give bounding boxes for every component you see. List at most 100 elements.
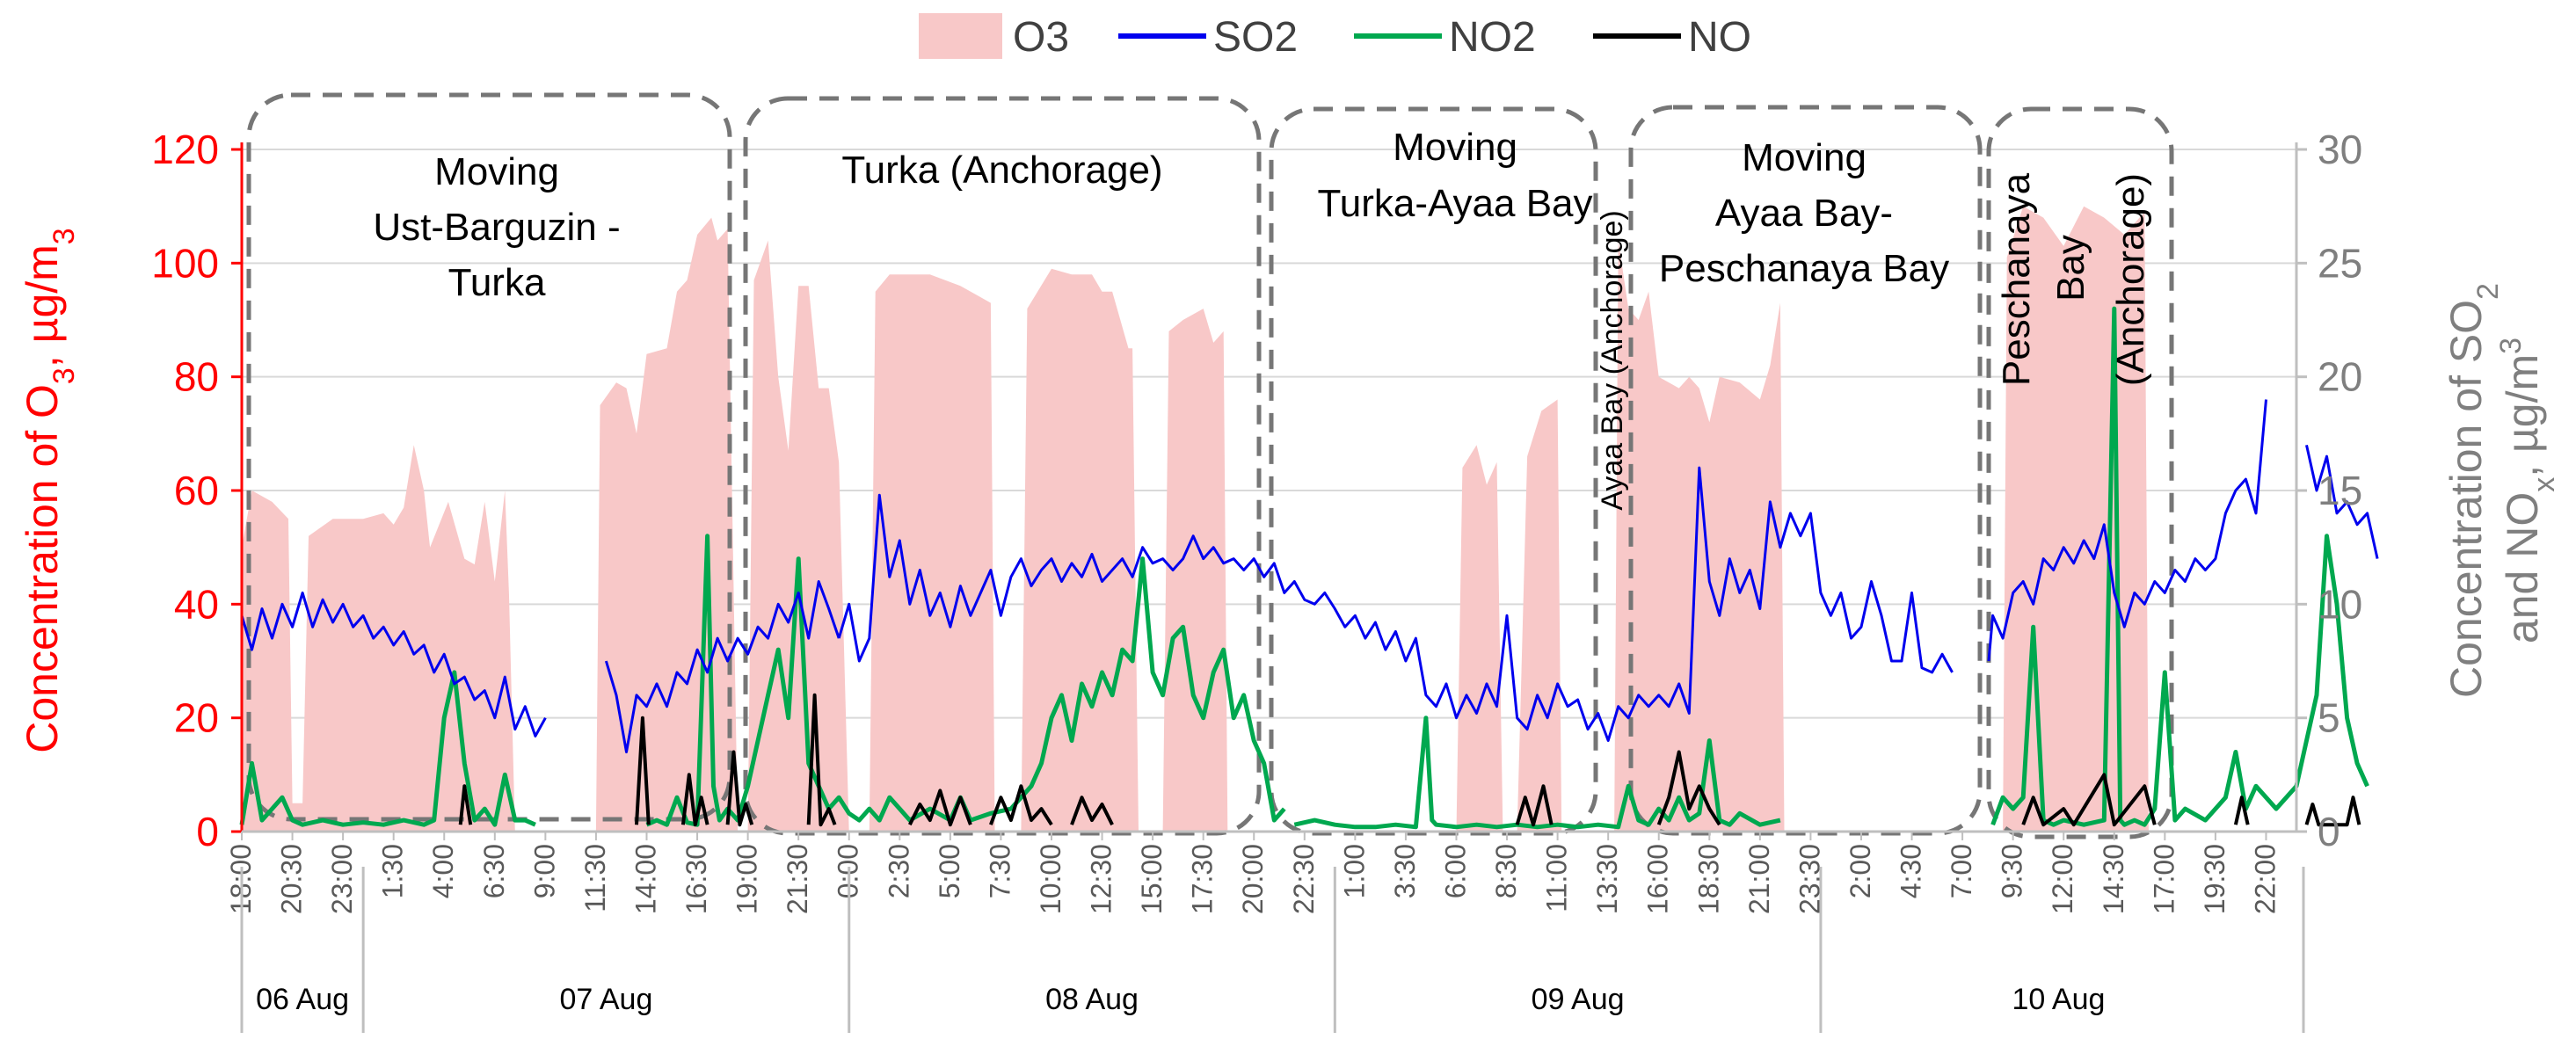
left-axis-title: Concentration of O3, µg/m3	[18, 228, 81, 752]
left-tick-label: 40	[174, 581, 219, 627]
no-line-segment	[725, 750, 754, 827]
annotation-box	[743, 96, 1262, 836]
no-line-segment	[2304, 796, 2361, 827]
left-axis-title-part: 3	[47, 228, 81, 244]
so2-line-segment	[837, 466, 1954, 742]
right-axis-title-part: 3	[2494, 338, 2528, 354]
left-tick-label: 0	[196, 809, 219, 854]
right-tick-label: 15	[2318, 468, 2362, 513]
annotation-label: Turka	[448, 261, 546, 304]
x-tick-label: 9:00	[528, 844, 560, 898]
annotation-label: Ayaa Bay (Anchorage)	[1596, 210, 1629, 510]
x-tick-label: 16:00	[1642, 844, 1674, 914]
x-tick-label: 11:00	[1541, 844, 1573, 912]
right-axis-title-part: Concentration of SO	[2441, 300, 2491, 698]
right-tick-label: 30	[2318, 127, 2362, 172]
annotation-label: Turka-Ayaa Bay	[1317, 182, 1592, 225]
so2-line-segment	[1987, 399, 2267, 662]
so2-line-segment	[604, 580, 840, 753]
legend-label-no: NO	[1688, 14, 1751, 61]
legend-label-so2: SO2	[1213, 14, 1298, 61]
legend: O3 SO2 NO2 NO	[919, 13, 1751, 61]
no2-line-segment	[1293, 716, 1781, 830]
x-tick-label: 20:00	[1237, 844, 1269, 914]
x-tick-label: 17:00	[2148, 844, 2179, 914]
x-tick-label: 6:30	[478, 844, 510, 898]
right-axis-title-part: 2	[2471, 283, 2505, 300]
x-tick-label: 16:30	[680, 844, 712, 914]
right-axis-title-line2: and NOx, µg/m3	[2494, 338, 2561, 643]
x-tick-label: 22:00	[2249, 844, 2281, 914]
x-tick-label: 1:00	[1338, 844, 1370, 898]
left-tick-label: 80	[174, 354, 219, 400]
left-tick-label: 100	[151, 240, 219, 286]
o3-area-segment	[747, 240, 1228, 832]
x-tick-label: 6:00	[1439, 844, 1471, 898]
x-tick-label: 10:00	[1035, 844, 1066, 914]
x-tick-label: 22:30	[1288, 844, 1320, 914]
line-series	[239, 306, 2379, 830]
annotation-labels: Moving Ust-Barguzin - Turka Turka (Anchorag…	[373, 126, 2152, 511]
x-tick-label: 7:00	[1946, 844, 1977, 898]
no-line-segment	[2021, 773, 2157, 827]
x-tick-label: 21:30	[782, 844, 813, 914]
day-label: 08 Aug	[1045, 983, 1139, 1016]
annotation-label: (Anchorage)	[2109, 173, 2152, 386]
annotation-label: Ayaa Bay-	[1715, 192, 1893, 235]
left-axis-title-part: Concentration of O	[18, 384, 67, 753]
x-tick-label: 23:00	[326, 844, 358, 914]
x-tick-label: 2:30	[883, 844, 914, 898]
no-line-segment	[680, 773, 709, 827]
right-axis-title-part: and NO	[2498, 492, 2547, 643]
no-line-segment	[989, 784, 1053, 826]
o3-area-segment	[595, 217, 739, 832]
left-axis-title-part: 3	[47, 367, 81, 384]
x-tick-label: 4:00	[427, 844, 459, 898]
annotation-label: Moving	[434, 150, 559, 193]
x-tick-label: 15:00	[1136, 844, 1168, 914]
o3-area-segment	[1456, 399, 1562, 832]
o3-area-segment	[1614, 240, 1785, 832]
o3-area-segment	[242, 445, 515, 832]
annotation-label: Peschanaya Bay	[1659, 247, 1949, 290]
legend-label-no2: NO2	[1449, 14, 1536, 61]
day-label: 07 Aug	[559, 983, 652, 1016]
annotation-box	[1628, 105, 1983, 836]
so2-line-segment	[2305, 444, 2379, 559]
x-tick-label: 1:30	[377, 844, 409, 898]
annotation-label: Moving	[1742, 136, 1867, 179]
no-line-segment	[2233, 796, 2250, 825]
left-axis-title-part: , µg/m	[18, 244, 67, 367]
annotation-label: Ust-Barguzin -	[373, 206, 620, 249]
day-label: 09 Aug	[1532, 983, 1625, 1016]
x-tick-label: 7:30	[984, 844, 1015, 898]
x-tick-label: 14:00	[629, 844, 661, 914]
x-tick-label: 18:30	[1692, 844, 1724, 914]
right-tick-label: 5	[2318, 695, 2340, 741]
annotation-label: Bay	[2049, 235, 2092, 302]
no2-line-segment	[239, 670, 536, 827]
right-tick-label: 20	[2318, 354, 2362, 400]
annotation-label: Peschanaya	[1995, 172, 2038, 386]
x-tick-label: 13:30	[1591, 844, 1623, 914]
right-axis-title-line1: Concentration of SO2	[2441, 283, 2505, 698]
no-line-segment	[635, 716, 651, 825]
no-line-segment	[1515, 784, 1554, 827]
annotation-box	[1986, 106, 2174, 839]
no-line-segment	[1656, 750, 1721, 826]
no-line-segment	[806, 693, 837, 827]
annotation-label: Turka (Anchorage)	[841, 149, 1162, 192]
x-tick-label: 12:00	[2047, 844, 2078, 914]
x-tick-label: 17:30	[1187, 844, 1219, 914]
day-label: 06 Aug	[256, 983, 349, 1016]
x-tick-label: 3:30	[1389, 844, 1421, 898]
legend-swatch-o3	[919, 13, 1002, 59]
left-tick-label: 60	[174, 468, 219, 513]
right-tick-label: 25	[2318, 240, 2362, 286]
right-axis-title-part: x	[2528, 477, 2561, 492]
x-tick-label: 14:30	[2098, 844, 2129, 914]
legend-label-o3: O3	[1013, 14, 1069, 61]
no-line-segment	[908, 788, 972, 827]
x-tick-label: 21:00	[1743, 844, 1775, 914]
